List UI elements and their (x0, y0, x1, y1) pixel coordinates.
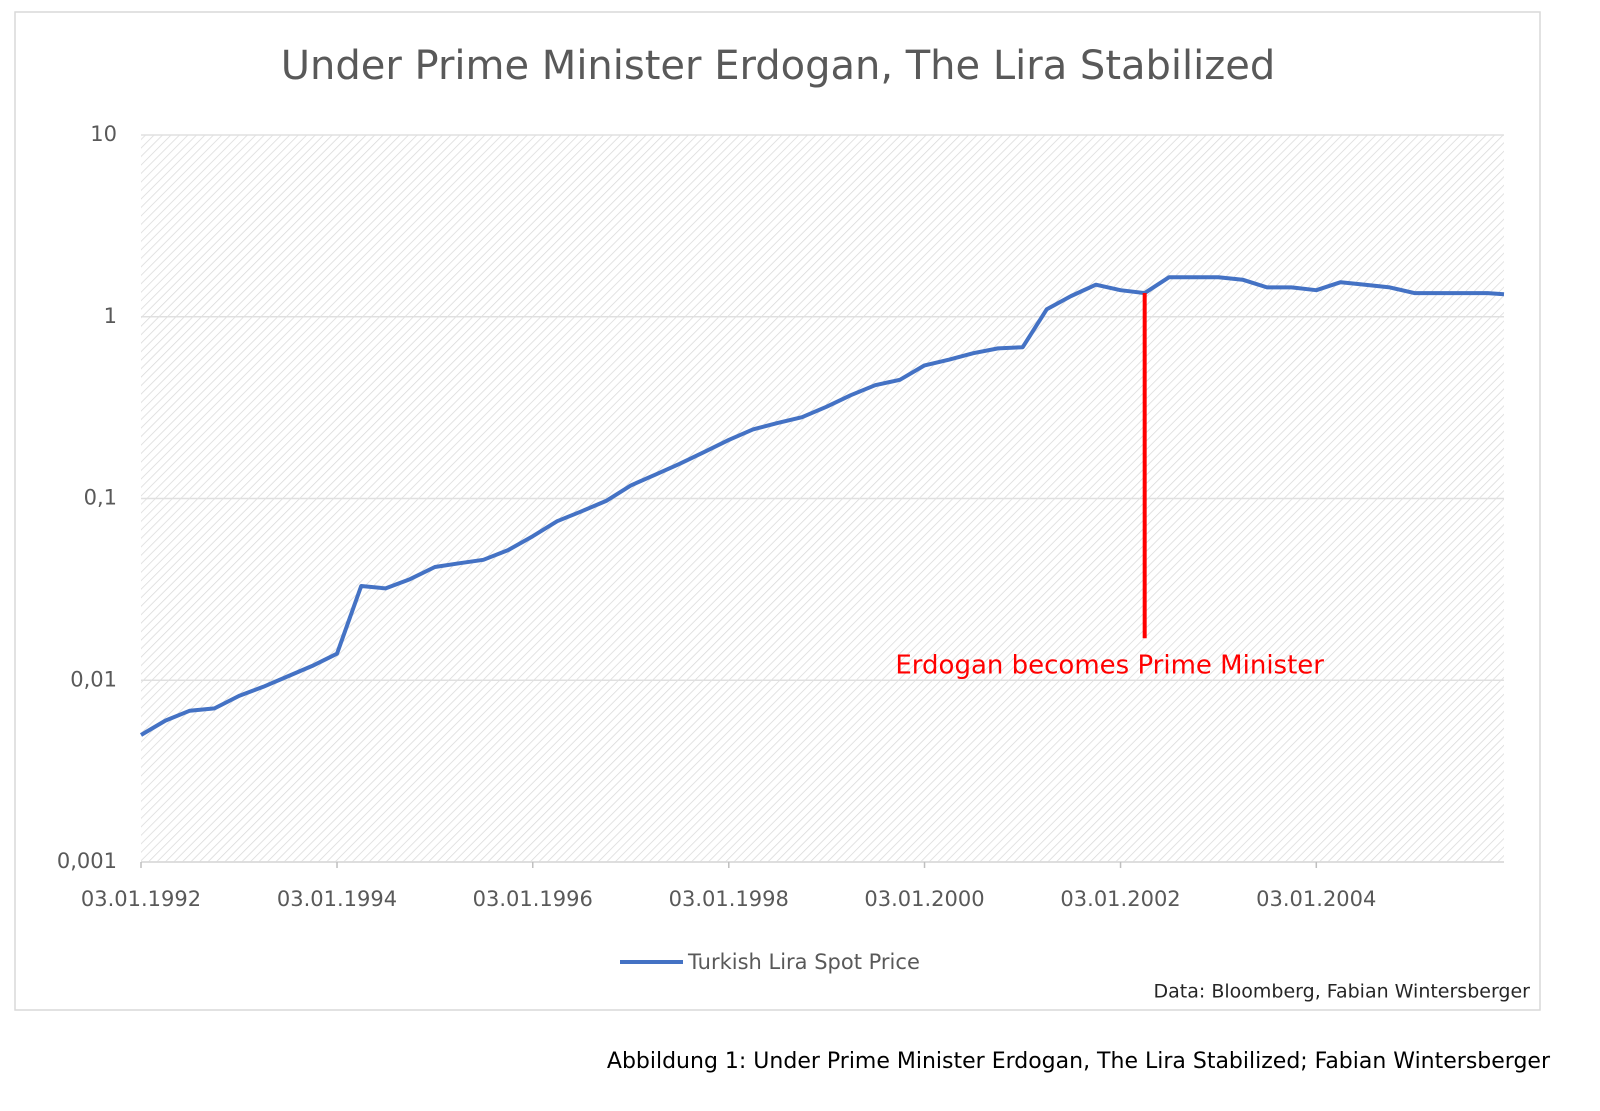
y-tick-label: 1 (104, 304, 117, 328)
source: Data: Bloomberg, Fabian Wintersberger (1154, 981, 1531, 1003)
y-tick-label: 10 (90, 122, 117, 146)
y-tick-label: 0,1 (84, 486, 117, 510)
x-tick-label: 03.01.2000 (864, 887, 984, 911)
series-line (139, 275, 1505, 737)
x-tick-label: 03.01.2002 (1060, 887, 1180, 911)
chart-title: Under Prime Minister Erdogan, The Lira S… (281, 43, 1276, 89)
x-tick-label: 03.01.1998 (669, 887, 789, 911)
x-tick-label: 03.01.1992 (81, 887, 201, 911)
caption: Abbildung 1: Under Prime Minister Erdoga… (607, 1049, 1551, 1074)
x-tick-label: 03.01.1996 (473, 887, 593, 911)
y-tick-label: 0,001 (57, 849, 117, 873)
x-tick-label: 03.01.2004 (1256, 887, 1376, 911)
legend-label: Turkish Lira Spot Price (687, 950, 920, 974)
y-tick-label: 0,01 (70, 667, 117, 691)
x-tick-label: 03.01.1994 (277, 887, 397, 911)
annotation-text: Erdogan becomes Prime Minister (895, 651, 1324, 681)
